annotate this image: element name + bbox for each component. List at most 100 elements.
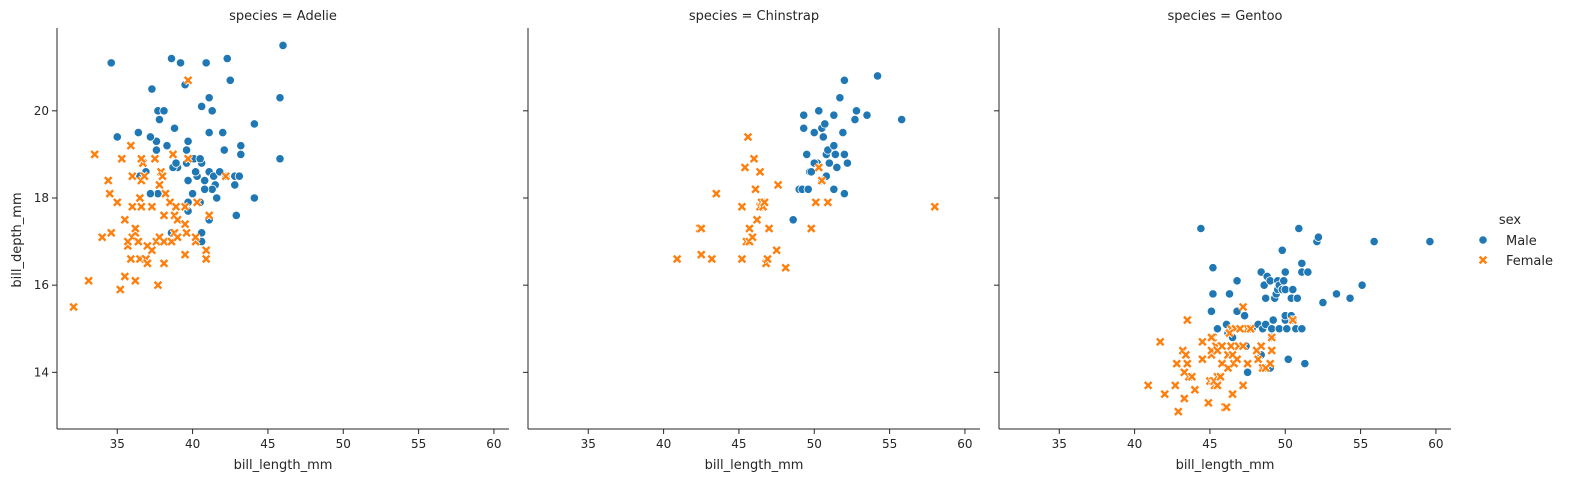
data-point-female: [1155, 336, 1166, 347]
data-point-male: [1224, 289, 1235, 299]
data-point-female: [1242, 358, 1253, 369]
data-point-male: [234, 171, 244, 181]
data-point-male: [236, 141, 246, 151]
facet-panel-1: species = Chinstrap 35 40 45 50 55 60 bill_leng…: [523, 9, 980, 473]
data-point-male: [814, 106, 824, 116]
data-point-female: [183, 153, 193, 164]
data-point-female: [744, 223, 755, 234]
data-point-male: [818, 132, 828, 142]
data-point-male: [249, 193, 259, 203]
data-point-male: [842, 158, 853, 168]
x-tick-label: 55: [411, 437, 426, 451]
data-point-male: [204, 128, 214, 138]
data-point-female: [1189, 384, 1200, 395]
data-point-female: [157, 171, 168, 182]
data-point-male: [799, 123, 809, 133]
data-point-female: [1212, 380, 1223, 391]
data-point-female: [134, 193, 145, 203]
data-point-female: [1206, 332, 1217, 343]
data-point-female: [125, 254, 136, 264]
legend-entry-male: Male: [1478, 234, 1537, 249]
data-point-male: [1268, 315, 1278, 325]
data-point-male: [200, 175, 210, 186]
data-point-female: [1235, 323, 1245, 334]
data-point-female: [740, 162, 750, 173]
data-point-male: [1288, 284, 1298, 295]
data-point-female: [139, 171, 150, 182]
data-point-female: [1232, 354, 1242, 365]
data-point-female: [1224, 328, 1235, 338]
data-point-male: [1283, 354, 1293, 364]
data-point-male: [1345, 293, 1355, 303]
data-point-male: [154, 114, 165, 125]
data-point-male: [162, 141, 172, 151]
data-point-female: [747, 232, 758, 243]
data-point-male: [166, 53, 177, 64]
data-point-male: [181, 145, 192, 155]
data-point-male: [788, 215, 798, 225]
data-point-male: [175, 58, 186, 68]
data-point-male: [201, 58, 211, 68]
data-point-male: [1208, 289, 1218, 299]
data-point-male: [806, 167, 816, 177]
data-point-male: [897, 114, 907, 125]
data-point-female: [764, 223, 774, 234]
legend-marker-x: [1478, 255, 1488, 265]
data-point-male: [862, 110, 872, 120]
data-point-male: [249, 119, 259, 129]
data-point-male: [803, 184, 813, 194]
x-tick-label: 35: [581, 437, 596, 451]
data-point-male: [145, 189, 156, 199]
data-point-female: [125, 140, 136, 151]
data-point-female: [1217, 341, 1227, 352]
data-point-male: [1261, 293, 1271, 303]
data-point-male: [839, 149, 850, 160]
data-point-male: [183, 136, 193, 146]
data-point-male: [207, 106, 217, 116]
data-point-female: [130, 223, 141, 234]
data-point-male: [829, 110, 839, 120]
data-point-male: [159, 106, 169, 116]
data-point-female: [1227, 389, 1238, 400]
data-point-male: [1196, 223, 1206, 234]
data-point-female: [127, 201, 138, 212]
panel-title: species = Adelie: [229, 9, 337, 24]
data-point-female: [1238, 302, 1248, 312]
data-point-female: [142, 258, 153, 269]
data-point-male: [236, 149, 246, 160]
data-point-male: [839, 189, 850, 199]
data-point-male: [219, 145, 229, 155]
data-point-female: [104, 188, 115, 199]
data-point-female: [810, 197, 821, 208]
data-point-female: [1197, 354, 1208, 365]
data-point-female: [201, 254, 212, 264]
x-axis-title: bill_length_mm: [1176, 458, 1275, 473]
data-point-female: [773, 180, 783, 190]
data-point-female: [752, 214, 762, 225]
data-point-male: [188, 189, 198, 199]
data-point-female: [147, 245, 157, 256]
series-female: [672, 132, 940, 273]
data-point-female: [706, 254, 717, 264]
data-point-male: [225, 75, 235, 85]
x-tick-label: 45: [1202, 437, 1217, 451]
data-point-female: [180, 219, 190, 230]
data-point-female: [1215, 371, 1226, 382]
data-point-female: [171, 201, 181, 212]
data-point-female: [103, 175, 114, 186]
y-tick-label: 20: [34, 104, 49, 118]
facet-panel-0: species = Adelie 35 40 45 50 55 60 14 16 18 20 bill…: [34, 9, 509, 473]
data-point-male: [824, 158, 834, 168]
data-point-female: [780, 262, 791, 273]
data-point-female: [112, 197, 123, 208]
data-point-female: [136, 153, 147, 164]
data-point-male: [1297, 324, 1307, 334]
data-point-female: [119, 271, 130, 282]
data-point-female: [1179, 393, 1190, 404]
data-point-female: [806, 223, 817, 234]
x-tick-label: 60: [486, 437, 501, 451]
legend-entry-female: Female: [1478, 254, 1553, 269]
data-point-female: [1197, 336, 1208, 347]
data-point-female: [180, 201, 190, 212]
data-point-male: [820, 119, 830, 129]
